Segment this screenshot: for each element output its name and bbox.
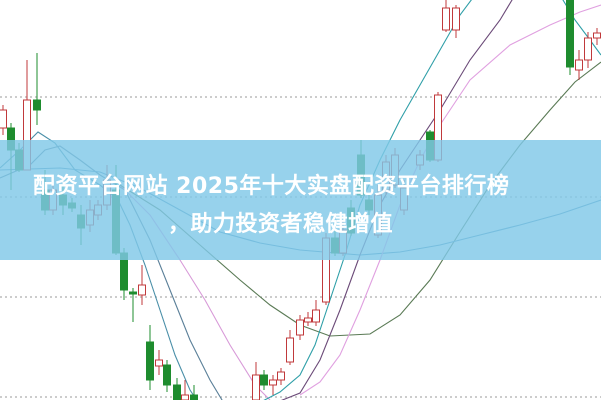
moving-average-line xyxy=(119,61,601,337)
candle-up xyxy=(0,109,7,129)
candle-up xyxy=(304,317,312,323)
candle-up xyxy=(269,379,277,386)
candle-up xyxy=(575,59,583,71)
title-line-1: 配资平台网站 2025年十大实盘配资平台排行榜 xyxy=(33,174,510,199)
candle-up xyxy=(312,309,320,323)
candle-down xyxy=(33,99,41,111)
candle-up xyxy=(452,7,460,31)
candle-down xyxy=(566,0,574,68)
candle-up xyxy=(286,337,294,363)
title-line-2: ，助力投资者稳健增值 xyxy=(168,212,394,237)
candle-up xyxy=(277,371,285,381)
candle-up xyxy=(442,7,450,31)
candle-up xyxy=(181,394,189,400)
candle-up xyxy=(593,32,601,39)
candle-up xyxy=(296,319,304,336)
candle-down xyxy=(190,394,198,400)
candle-down xyxy=(163,364,171,386)
candle-down xyxy=(129,291,137,295)
candle-down xyxy=(146,341,154,381)
candle-up xyxy=(155,359,163,367)
candle-down xyxy=(260,374,268,386)
title-banner: 配资平台网站 2025年十大实盘配资平台排行榜 ，助力投资者稳健增值 xyxy=(0,140,601,260)
candle-down xyxy=(173,384,181,400)
candle-up xyxy=(252,374,260,400)
candle-up xyxy=(584,37,592,61)
candle-up xyxy=(138,284,146,296)
